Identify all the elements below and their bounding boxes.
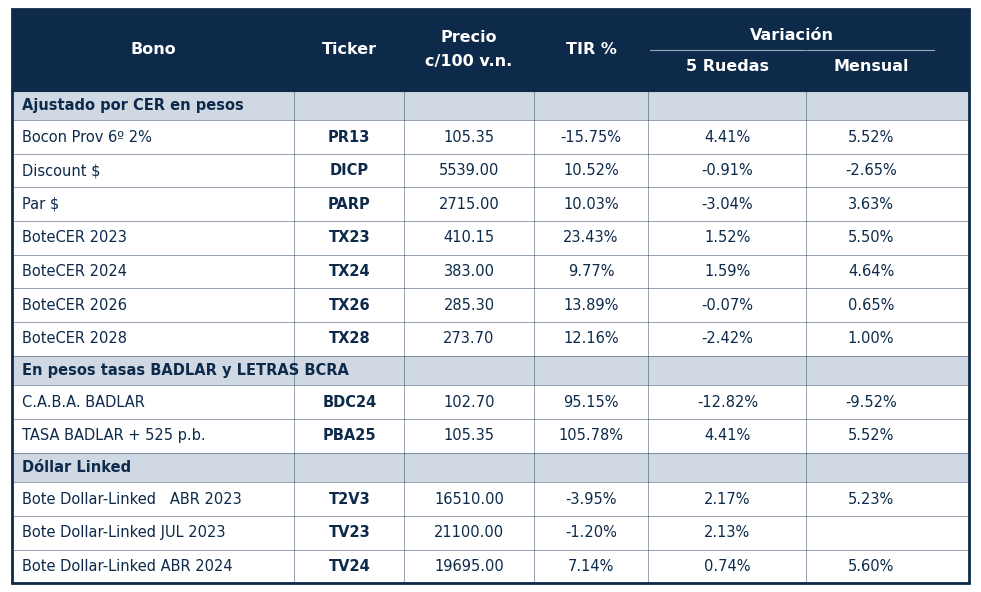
Text: Discount $: Discount $ [22, 163, 100, 178]
Text: 16510.00: 16510.00 [434, 491, 504, 507]
Bar [12, 91, 969, 120]
Bar [12, 120, 969, 154]
Text: -9.52%: -9.52% [846, 395, 897, 410]
Text: PBA25: PBA25 [323, 428, 376, 443]
Text: BoteCER 2026: BoteCER 2026 [22, 298, 127, 313]
Text: Variación: Variación [750, 28, 834, 43]
Text: 5.60%: 5.60% [848, 559, 895, 574]
Text: 273.70: 273.70 [443, 332, 494, 346]
Bar [12, 255, 969, 288]
Text: Precio: Precio [440, 30, 497, 45]
Bar [12, 516, 969, 549]
Text: -3.04%: -3.04% [701, 197, 753, 212]
Bar [12, 385, 969, 419]
Text: 410.15: 410.15 [443, 230, 494, 246]
Text: 0.74%: 0.74% [704, 559, 750, 574]
Text: PARP: PARP [328, 197, 371, 212]
Text: 10.52%: 10.52% [563, 163, 619, 178]
Text: 2.13%: 2.13% [704, 525, 750, 540]
Text: c/100 v.n.: c/100 v.n. [426, 54, 513, 69]
Text: Dóllar Linked: Dóllar Linked [22, 460, 130, 475]
Text: PR13: PR13 [328, 130, 371, 144]
Text: 1.59%: 1.59% [704, 264, 750, 279]
Text: 23.43%: 23.43% [563, 230, 619, 246]
Text: -15.75%: -15.75% [560, 130, 622, 144]
Text: 105.35: 105.35 [443, 130, 494, 144]
Text: BDC24: BDC24 [322, 395, 377, 410]
Text: BoteCER 2024: BoteCER 2024 [22, 264, 127, 279]
Text: Ajustado por CER en pesos: Ajustado por CER en pesos [22, 98, 243, 113]
Text: 5.52%: 5.52% [848, 428, 895, 443]
Text: -2.42%: -2.42% [701, 332, 753, 346]
Text: 285.30: 285.30 [443, 298, 494, 313]
Text: -2.65%: -2.65% [846, 163, 897, 178]
Text: Par $: Par $ [22, 197, 59, 212]
Bar [12, 322, 969, 356]
Text: Bote Dollar-Linked ABR 2024: Bote Dollar-Linked ABR 2024 [22, 559, 232, 574]
Text: C.A.B.A. BADLAR: C.A.B.A. BADLAR [22, 395, 144, 410]
Text: 1.00%: 1.00% [848, 332, 895, 346]
Text: -3.95%: -3.95% [565, 491, 617, 507]
Text: 5.23%: 5.23% [848, 491, 895, 507]
Text: 5.50%: 5.50% [848, 230, 895, 246]
Text: -12.82%: -12.82% [697, 395, 758, 410]
Text: 5539.00: 5539.00 [439, 163, 499, 178]
Text: Ticker: Ticker [322, 42, 377, 57]
Text: 7.14%: 7.14% [568, 559, 614, 574]
Bar [12, 288, 969, 322]
Text: Bote Dollar-Linked JUL 2023: Bote Dollar-Linked JUL 2023 [22, 525, 225, 540]
Text: 5 Ruedas: 5 Ruedas [686, 59, 769, 73]
Bar [12, 356, 969, 385]
Text: TASA BADLAR + 525 p.b.: TASA BADLAR + 525 p.b. [22, 428, 205, 443]
Text: TX26: TX26 [329, 298, 370, 313]
Text: 105.35: 105.35 [443, 428, 494, 443]
Text: T2V3: T2V3 [329, 491, 370, 507]
Text: BoteCER 2028: BoteCER 2028 [22, 332, 127, 346]
Text: 19695.00: 19695.00 [434, 559, 504, 574]
Text: Bono: Bono [130, 42, 176, 57]
Text: DICP: DICP [330, 163, 369, 178]
Text: 105.78%: 105.78% [558, 428, 624, 443]
Text: 383.00: 383.00 [443, 264, 494, 279]
Text: 9.77%: 9.77% [568, 264, 614, 279]
Text: -1.20%: -1.20% [565, 525, 617, 540]
Text: 12.16%: 12.16% [563, 332, 619, 346]
Text: Mensual: Mensual [833, 59, 908, 73]
Text: 102.70: 102.70 [443, 395, 494, 410]
Text: TX28: TX28 [329, 332, 370, 346]
Bar [12, 452, 969, 482]
Text: 0.65%: 0.65% [848, 298, 895, 313]
Text: -0.07%: -0.07% [701, 298, 753, 313]
Text: TV24: TV24 [329, 559, 370, 574]
Text: 13.89%: 13.89% [563, 298, 619, 313]
Text: En pesos tasas BADLAR y LETRAS BCRA: En pesos tasas BADLAR y LETRAS BCRA [22, 363, 348, 378]
Bar [12, 482, 969, 516]
Bar [12, 188, 969, 221]
Text: Bote Dollar-Linked   ABR 2023: Bote Dollar-Linked ABR 2023 [22, 491, 241, 507]
Text: 2715.00: 2715.00 [439, 197, 499, 212]
Text: 3.63%: 3.63% [849, 197, 894, 212]
Text: 4.64%: 4.64% [848, 264, 895, 279]
Text: TV23: TV23 [329, 525, 370, 540]
Bar [12, 154, 969, 188]
Text: 1.52%: 1.52% [704, 230, 750, 246]
Bar [12, 221, 969, 255]
Text: 2.17%: 2.17% [704, 491, 750, 507]
Bar [12, 9, 969, 91]
Bar [12, 549, 969, 583]
Bar [12, 419, 969, 452]
Text: 5.52%: 5.52% [848, 130, 895, 144]
Text: BoteCER 2023: BoteCER 2023 [22, 230, 127, 246]
Text: -0.91%: -0.91% [701, 163, 753, 178]
Text: TIR %: TIR % [566, 42, 616, 57]
Text: TX24: TX24 [329, 264, 370, 279]
Text: 4.41%: 4.41% [704, 130, 750, 144]
Text: 10.03%: 10.03% [563, 197, 619, 212]
Text: 4.41%: 4.41% [704, 428, 750, 443]
Text: 21100.00: 21100.00 [434, 525, 504, 540]
Text: Bocon Prov 6º 2%: Bocon Prov 6º 2% [22, 130, 151, 144]
Text: TX23: TX23 [329, 230, 370, 246]
Text: 95.15%: 95.15% [563, 395, 619, 410]
